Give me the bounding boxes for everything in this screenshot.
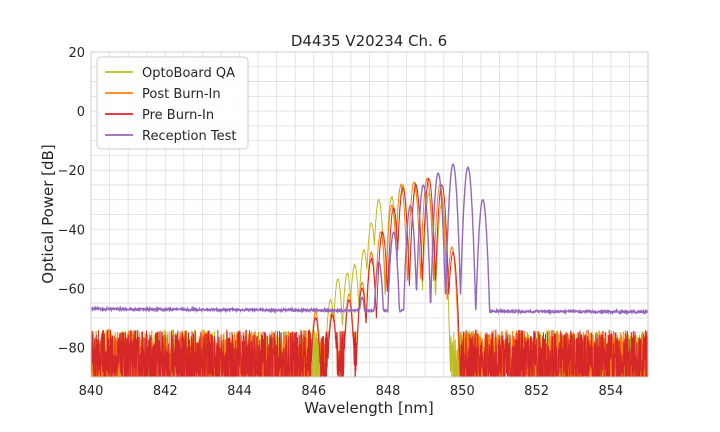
legend-label: Pre Burn-In — [142, 108, 214, 123]
y-tick-label: −40 — [58, 223, 85, 238]
y-axis-title: Optical Power [dB] — [39, 144, 57, 283]
series-line-pre-burn-in — [91, 177, 648, 377]
series-line-reception-test — [91, 163, 648, 316]
x-tick-labels: 840 842 844 846 848 850 852 854 — [79, 384, 624, 399]
x-tick-label: 846 — [301, 384, 326, 399]
x-axis-title: Wavelength [nm] — [304, 399, 434, 417]
legend: OptoBoard QA Post Burn-In Pre Burn-In Recep… — [96, 56, 249, 150]
y-tick-labels: −80 −60 −40 −20 0 20 — [58, 46, 85, 356]
y-tick-label: −80 — [58, 341, 85, 356]
x-tick-label: 844 — [227, 384, 252, 399]
x-tick-label: 848 — [376, 384, 401, 399]
legend-label: OptoBoard QA — [142, 66, 235, 81]
legend-box — [96, 56, 249, 150]
series-layer — [91, 163, 648, 377]
x-tick-label: 842 — [153, 384, 178, 399]
x-tick-label: 850 — [450, 384, 475, 399]
legend-label: Post Burn-In — [142, 87, 221, 102]
y-tick-label: 0 — [77, 105, 85, 120]
y-tick-label: 20 — [68, 46, 85, 61]
y-tick-label: −20 — [58, 164, 85, 179]
x-tick-label: 852 — [524, 384, 549, 399]
x-tick-label: 854 — [598, 384, 623, 399]
plot-frame — [90, 51, 649, 378]
y-tick-label: −60 — [58, 282, 85, 297]
x-tick-label: 840 — [79, 384, 104, 399]
chart-title: D4435 V20234 Ch. 6 — [291, 32, 447, 50]
legend-label: Reception Test — [142, 129, 236, 144]
